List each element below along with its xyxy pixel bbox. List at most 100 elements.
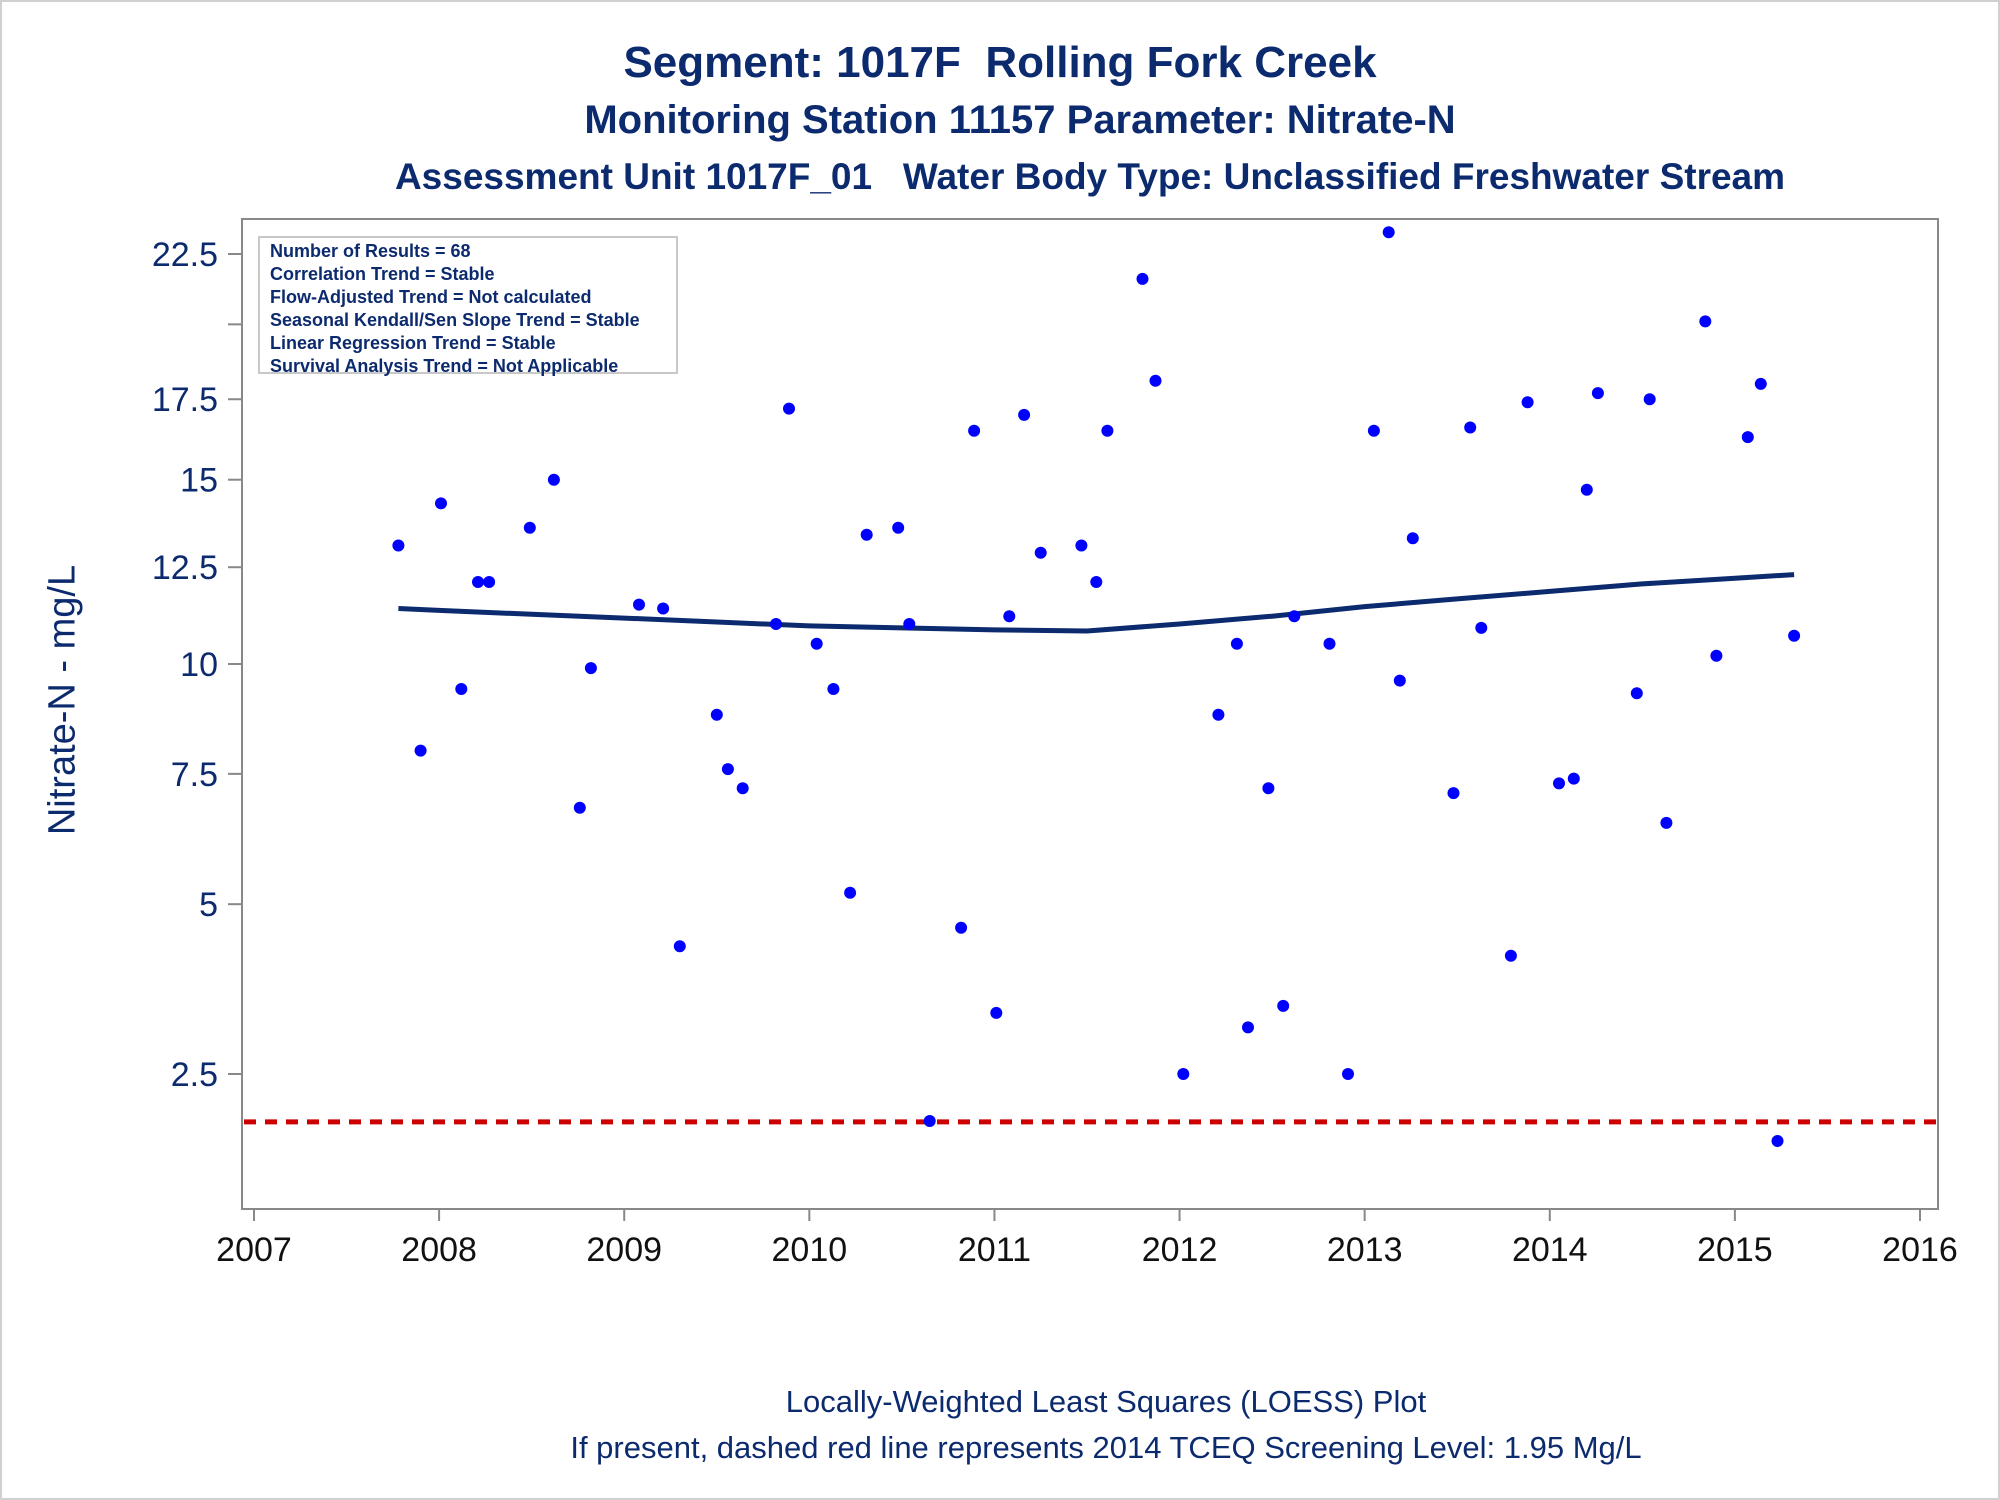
stat-number-of-results: Number of Results = 68	[270, 241, 471, 261]
data-point	[1475, 621, 1488, 634]
data-point	[1771, 1135, 1784, 1147]
data-point	[1323, 637, 1336, 650]
y-tick-label: 22.5	[152, 236, 218, 274]
data-point	[1075, 539, 1088, 552]
data-point	[1567, 772, 1580, 785]
data-point	[673, 940, 686, 953]
data-point	[1553, 777, 1565, 790]
data-point	[1393, 674, 1406, 687]
x-tick-label: 2011	[958, 1231, 1031, 1269]
data-point	[1342, 1068, 1354, 1080]
x-tick-label: 2015	[1697, 1231, 1773, 1269]
data-point	[736, 782, 749, 795]
data-point	[903, 618, 916, 630]
stats-box: Number of Results = 68 Correlation Trend…	[258, 236, 678, 376]
x-tick-label: 2009	[586, 1231, 662, 1269]
data-point	[955, 921, 968, 934]
data-point	[633, 598, 645, 611]
data-point	[1504, 949, 1517, 962]
y-tick-label: 15	[180, 462, 218, 500]
data-point	[721, 763, 734, 776]
data-point	[1643, 393, 1656, 406]
data-point	[892, 521, 905, 534]
data-point	[1003, 610, 1016, 623]
data-point	[1242, 1021, 1254, 1034]
data-point	[827, 683, 840, 695]
y-tick-label: 10	[180, 646, 218, 684]
x-tick-label: 2007	[216, 1231, 292, 1269]
x-tick-label: 2016	[1882, 1231, 1958, 1269]
data-point	[1177, 1068, 1190, 1080]
data-point	[1277, 999, 1290, 1012]
data-point	[1788, 629, 1801, 642]
footer-plot-description: Locally-Weighted Least Squares (LOESS) P…	[785, 1384, 1427, 1419]
x-tick-label: 2014	[1512, 1231, 1588, 1269]
data-point	[844, 886, 857, 899]
y-tick-label: 17.5	[152, 381, 218, 419]
data-point	[657, 602, 670, 615]
data-point	[1382, 226, 1395, 239]
data-point	[923, 1115, 936, 1127]
data-point	[1660, 816, 1673, 829]
stat-flow-adjusted-trend: Flow-Adjusted Trend = Not calculated	[270, 287, 592, 307]
y-tick-label: 12.5	[152, 549, 218, 587]
stat-correlation-trend: Correlation Trend = Stable	[270, 264, 495, 284]
chart-subtitle-unit: Assessment Unit 1017F_01 Water Body Type…	[394, 156, 1786, 197]
data-point	[1034, 546, 1047, 559]
data-point	[1699, 315, 1712, 328]
data-point	[392, 539, 405, 552]
data-point	[1630, 687, 1643, 700]
data-point	[1101, 424, 1114, 437]
data-point	[1018, 408, 1031, 421]
data-point	[435, 497, 447, 510]
data-point	[968, 424, 981, 437]
data-point	[860, 528, 873, 541]
chart-subtitle-station: Monitoring Station 11157 Parameter: Nitr…	[584, 98, 1456, 142]
data-point	[1464, 421, 1477, 434]
stat-linear-regression-trend: Linear Regression Trend = Stable	[270, 333, 556, 353]
data-point	[1149, 374, 1162, 387]
chart-title: Segment: 1017F Rolling Fork Creek	[623, 38, 1377, 87]
stat-survival-analysis-trend: Survival Analysis Trend = Not Applicable	[270, 356, 619, 376]
data-point	[414, 744, 427, 757]
stat-seasonal-kendall-trend: Seasonal Kendall/Sen Slope Trend = Stabl…	[270, 310, 640, 330]
x-tick-label: 2013	[1327, 1231, 1403, 1269]
data-point	[710, 708, 723, 721]
data-point	[1262, 782, 1275, 795]
data-point	[1710, 649, 1723, 662]
x-tick-label: 2012	[1142, 1231, 1218, 1269]
x-tick-label: 2010	[772, 1231, 848, 1269]
data-point	[1406, 532, 1419, 545]
y-tick-label: 7.5	[171, 756, 218, 794]
data-point	[770, 618, 782, 630]
data-point	[1212, 708, 1225, 721]
plot-area-border	[241, 218, 1939, 1210]
data-point	[483, 576, 496, 588]
data-point	[1580, 483, 1593, 496]
data-point	[472, 576, 484, 588]
data-point	[1090, 576, 1103, 588]
data-point	[1447, 787, 1460, 800]
data-point	[523, 521, 536, 534]
data-point	[1136, 272, 1149, 285]
y-tick-label: 2.5	[171, 1056, 218, 1094]
footer-screening-note: If present, dashed red line represents 2…	[570, 1430, 1642, 1465]
data-point	[547, 473, 560, 486]
data-point	[1367, 424, 1380, 437]
y-tick-label: 5	[199, 886, 218, 924]
data-point	[990, 1006, 1003, 1019]
data-point	[584, 662, 597, 675]
data-point	[783, 402, 795, 415]
data-point	[810, 637, 823, 650]
data-point	[1591, 387, 1604, 400]
data-point	[573, 801, 586, 814]
data-point	[1521, 396, 1534, 409]
x-tick-label: 2008	[401, 1231, 477, 1269]
data-point	[1230, 637, 1243, 650]
data-point	[1288, 610, 1301, 623]
data-point	[455, 683, 468, 695]
data-point	[1741, 431, 1754, 444]
data-point	[1754, 377, 1767, 390]
loess-line	[398, 572, 1795, 634]
